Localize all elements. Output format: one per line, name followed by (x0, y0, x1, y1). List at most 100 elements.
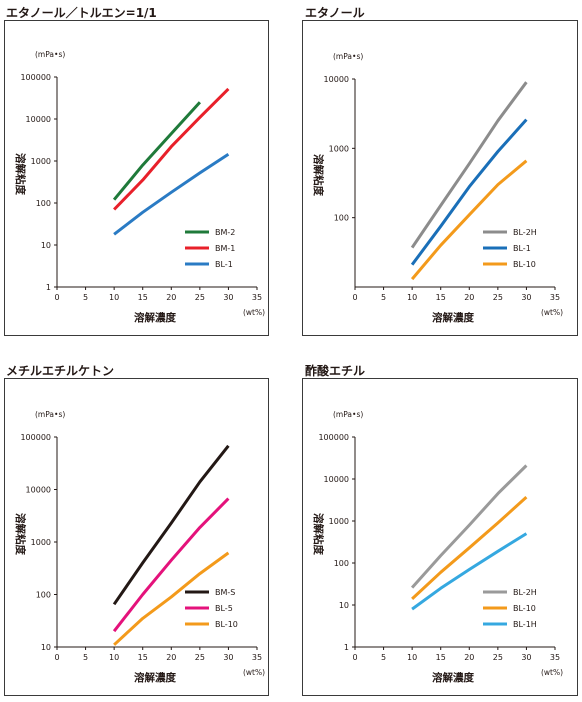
legend-label-bl-2h: BL-2H (513, 588, 537, 597)
y-tick-label: 1 (344, 643, 349, 652)
x-axis-title: 溶解濃度 (134, 671, 176, 684)
chart-ethanol: 100 1000 10000 0 5 10 15 20 25 30 35 (mPa•s) (wt%) 溶解… (312, 52, 563, 324)
y-unit-label: (mPa•s) (35, 50, 65, 59)
x-tick-label: 0 (352, 293, 357, 302)
x-tick-label: 5 (83, 653, 88, 662)
x-unit-label: (wt%) (541, 668, 563, 677)
x-tick-label: 20 (464, 293, 474, 302)
x-tick-label: 30 (521, 293, 531, 302)
x-tick-label: 35 (550, 293, 560, 302)
x-tick-label: 10 (109, 293, 119, 302)
y-tick-label: 10 (339, 601, 349, 610)
series-line-bl-1 (410, 118, 528, 266)
y-tick-label: 1000 (329, 517, 349, 526)
x-tick-label: 20 (166, 653, 176, 662)
x-tick-label: 20 (464, 653, 474, 662)
series-line-bl-2h (410, 464, 528, 589)
x-tick-label: 35 (252, 653, 262, 662)
x-axis-title: 溶解濃度 (134, 311, 176, 324)
x-tick-label: 30 (521, 653, 531, 662)
chart-panel-ethyl-acetate: 1 10 100 1000 10000 100000 0 5 10 15 20 25 30 35 (mPa•… (302, 378, 578, 696)
x-tick-label: 5 (381, 653, 386, 662)
x-tick-label: 10 (109, 653, 119, 662)
y-tick-label: 100000 (20, 433, 51, 442)
y-axis-title: 溶解粘度 (14, 513, 27, 555)
legend-label-bm-2: BM-2 (215, 228, 235, 237)
chart-title-ethyl-acetate: 酢酸エチル (305, 364, 366, 378)
legend-label-bl-1h: BL-1H (513, 620, 537, 629)
legend-label-bl-10: BL-10 (513, 604, 536, 613)
x-tick-label: 15 (138, 653, 148, 662)
series-line-bm-2 (112, 101, 202, 201)
x-tick-label: 0 (54, 293, 59, 302)
chart-title-ethanol: エタノール (305, 6, 365, 20)
y-tick-label: 10000 (324, 75, 349, 84)
x-tick-label: 5 (381, 293, 386, 302)
series-line-bl-10 (411, 495, 528, 600)
y-tick-label: 10000 (26, 115, 51, 124)
x-tick-label: 0 (352, 653, 357, 662)
series-line-bl-2h (410, 81, 528, 249)
chart-panel-mek: 10 100 1000 10000 100000 0 5 10 15 20 25 30 35 (mPa•s… (4, 378, 269, 696)
series-line-bl-10 (410, 159, 528, 281)
x-tick-label: 10 (407, 293, 417, 302)
y-tick-label: 100 (334, 214, 349, 223)
x-tick-label: 30 (223, 293, 233, 302)
y-tick-label: 10000 (26, 486, 51, 495)
series-line-bl-1 (113, 152, 230, 236)
series-line-bl-5 (112, 497, 230, 633)
x-tick-label: 25 (493, 653, 503, 662)
series-line-bl-1h (411, 532, 528, 611)
x-tick-label: 35 (252, 293, 262, 302)
series-line-bl-10 (113, 551, 230, 646)
legend-label-bm-s: BM-S (215, 588, 235, 597)
x-tick-label: 10 (407, 653, 417, 662)
x-unit-label: (wt%) (541, 308, 563, 317)
legend-label-bl-10: BL-10 (513, 260, 536, 269)
chart-ethyl-acetate: 1 10 100 1000 10000 100000 0 5 10 15 20 25 30 35 (mPa•… (312, 410, 563, 684)
y-axis-title: 溶解粘度 (312, 154, 325, 196)
series-line-bm-s (112, 444, 230, 606)
y-tick-label: 1000 (31, 157, 51, 166)
legend-label-bl-2h: BL-2H (513, 228, 537, 237)
y-tick-label: 100000 (20, 73, 51, 82)
x-unit-label: (wt%) (243, 308, 265, 317)
y-tick-label: 10 (41, 241, 51, 250)
x-tick-label: 15 (138, 293, 148, 302)
y-tick-label: 1000 (31, 538, 51, 547)
x-unit-label: (wt%) (243, 668, 265, 677)
series-line-bm-1 (113, 87, 230, 211)
y-tick-label: 10000 (324, 475, 349, 484)
y-unit-label: (mPa•s) (333, 52, 363, 61)
chart-mek: 10 100 1000 10000 100000 0 5 10 15 20 25 30 35 (mPa•s… (14, 410, 265, 684)
x-tick-label: 25 (493, 293, 503, 302)
y-tick-label: 100 (36, 591, 51, 600)
legend-label-bl-5: BL-5 (215, 604, 233, 613)
legend-label-bm-1: BM-1 (215, 244, 235, 253)
x-axis-title: 溶解濃度 (432, 311, 474, 324)
y-tick-label: 1 (46, 283, 51, 292)
legend-label-bl-1: BL-1 (215, 260, 233, 269)
x-tick-label: 20 (166, 293, 176, 302)
x-tick-label: 35 (550, 653, 560, 662)
x-tick-label: 30 (223, 653, 233, 662)
chart-ethanol-toluene: 1 10 100 1000 10000 100000 0 5 10 15 20 25 30 35 (mPa•… (14, 50, 265, 324)
y-tick-label: 10 (41, 643, 51, 652)
legend-label-bl-1: BL-1 (513, 244, 531, 253)
y-unit-label: (mPa•s) (35, 410, 65, 419)
x-axis-title: 溶解濃度 (432, 671, 474, 684)
y-tick-label: 100000 (318, 433, 349, 442)
chart-title-mek: メチルエチルケトン (6, 364, 115, 378)
y-unit-label: (mPa•s) (333, 410, 363, 419)
x-tick-label: 25 (195, 653, 205, 662)
x-tick-label: 15 (436, 293, 446, 302)
y-tick-label: 100 (334, 559, 349, 568)
chart-title-ethanol-toluene: エタノール／トルエン=1/1 (6, 6, 157, 20)
x-tick-label: 25 (195, 293, 205, 302)
chart-panel-ethanol-toluene: 1 10 100 1000 10000 100000 0 5 10 15 20 25 30 35 (mPa•… (4, 20, 269, 336)
chart-panel-ethanol: 100 1000 10000 0 5 10 15 20 25 30 35 (mPa•s) (wt%) 溶解… (302, 20, 578, 336)
y-axis-title: 溶解粘度 (14, 153, 27, 195)
legend-label-bl-10: BL-10 (215, 620, 238, 629)
y-axis-title: 溶解粘度 (312, 513, 325, 555)
x-tick-label: 5 (83, 293, 88, 302)
